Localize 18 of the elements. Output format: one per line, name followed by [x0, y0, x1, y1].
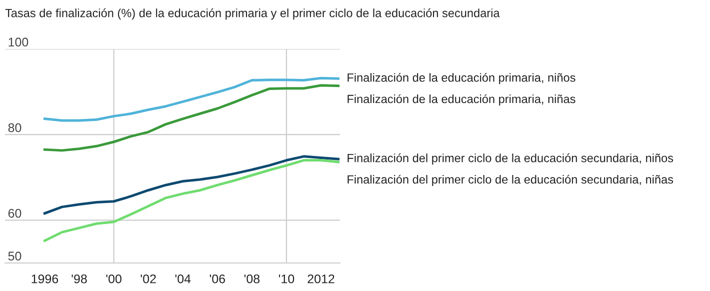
x-tick-label: '10	[278, 274, 294, 284]
series-label: Finalización del primer ciclo de la educación secundaria, niños	[348, 153, 674, 165]
series-label: Finalización de la educación primaria, niños	[348, 72, 576, 84]
chart-title: Tasas de finalización (%) de la educación primaria y el primer ciclo de la educación secundaria	[5, 8, 500, 20]
x-tick-label: 1996	[32, 274, 58, 284]
series-label: Finalización de la educación primaria, niñas	[348, 94, 576, 106]
series-label: Finalización del primer ciclo de la educación secundaria, niñas	[348, 174, 674, 186]
x-tick-label: '08	[244, 274, 260, 284]
x-tick-label: '06	[210, 274, 225, 284]
x-tick-label: '04	[175, 274, 191, 284]
x-tick-label: '98	[72, 274, 87, 284]
y-tick-label: 80	[8, 123, 22, 132]
x-tick-label: '00	[106, 274, 122, 284]
y-tick-label: 50	[8, 252, 22, 261]
y-tick-label: 60	[8, 208, 22, 218]
x-tick-label: 2012	[308, 274, 334, 284]
y-tick-label: 100	[8, 38, 28, 47]
x-tick-label: '02	[140, 274, 156, 284]
